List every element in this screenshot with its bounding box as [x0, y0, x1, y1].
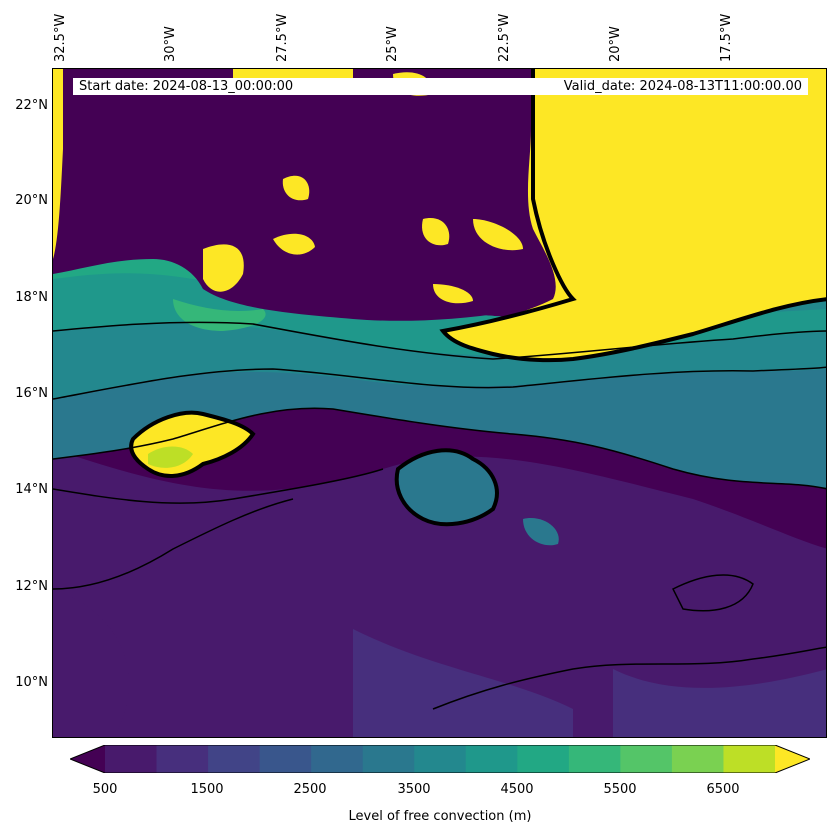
lon-label-25w: 25°W [385, 26, 400, 62]
colorbar [70, 745, 810, 773]
field-7000-plus-g [282, 175, 310, 201]
colorbar-bin-6500-7000 [723, 745, 776, 773]
date-info-box: Start date: 2024-08-13_00:00:00 Valid_da… [73, 78, 808, 95]
contour-3000 [53, 407, 826, 490]
contour-4000 [53, 321, 826, 360]
thick-contours [129, 69, 826, 527]
lon-label-22-5w: 22.5°W [497, 13, 512, 62]
valid-date-text: Valid_date: 2024-08-13T11:00:00.00 [563, 79, 802, 94]
colorbar-bin-5000-5500 [568, 745, 621, 773]
lat-label-22n: 22°N [15, 98, 48, 113]
colorbar-bin-5500-6000 [620, 745, 673, 773]
colorbar-tick-5500: 5500 [603, 782, 637, 797]
contour-3000-patch [394, 448, 499, 527]
colorbar-tick-6500: 6500 [706, 782, 740, 797]
field-north-low [53, 69, 826, 321]
start-date-text: Start date: 2024-08-13_00:00:00 [79, 79, 294, 94]
lat-label-10n: 10°N [15, 675, 48, 690]
contour-lines [53, 321, 826, 710]
lon-label-30w: 30°W [163, 26, 178, 62]
field-7000-plus-w [53, 69, 63, 259]
colorbar-tick-500: 500 [92, 782, 118, 797]
colorbar-bin-1000-1500 [156, 745, 209, 773]
colorbar-label: Level of free convection (m) [348, 809, 532, 824]
field-1000-1500 [53, 449, 826, 737]
lat-label-16n: 16°N [15, 386, 48, 401]
lon-label-32-5w: 32.5°W [53, 13, 68, 62]
colorbar-tick-2500: 2500 [293, 782, 327, 797]
map-plot-area: Start date: 2024-08-13_00:00:00 Valid_da… [52, 68, 827, 738]
field-1500-2000-b [613, 669, 826, 737]
lon-label-17-5w: 17.5°W [719, 13, 734, 62]
lon-label-20w: 20°W [608, 26, 623, 62]
lon-label-27-5w: 27.5°W [275, 13, 290, 62]
lat-label-18n: 18°N [15, 290, 48, 305]
contour-3000-north [53, 366, 826, 400]
contour-7000-sw [129, 410, 256, 478]
contour-2000 [53, 468, 384, 504]
colorbar-bin-4500-5000 [517, 745, 570, 773]
colorbar-bin-4000-4500 [465, 745, 518, 773]
lat-label-12n: 12°N [15, 579, 48, 594]
field-7000-plus-d [422, 218, 450, 246]
field-7000-plus-a [203, 244, 244, 292]
contour-7000 [439, 69, 826, 363]
field-7000-plus-c [273, 233, 315, 255]
colorbar-tick-4500: 4500 [500, 782, 534, 797]
contour-1000-east [671, 574, 754, 612]
lat-label-20n: 20°N [15, 193, 48, 208]
field-3000-patch [396, 450, 497, 525]
colorbar-bin-3500-4000 [414, 745, 467, 773]
colorbar-bin-3000-3500 [362, 745, 415, 773]
colorbar-bin-2500-3000 [311, 745, 364, 773]
lat-label-14n: 14°N [15, 482, 48, 497]
field-7000-plus-e [473, 219, 523, 251]
field-1500-2000 [353, 629, 573, 737]
contour-1000-south [432, 646, 826, 710]
field-7000-plus-ne [443, 69, 826, 360]
colorbar-extend-min [70, 745, 105, 773]
contour-1000-west [53, 498, 294, 590]
colorbar-bin-500-1000 [105, 745, 158, 773]
colorbar-extend-max [775, 745, 810, 773]
field-low-west [53, 589, 130, 737]
colorbar-bin-6000-6500 [671, 745, 724, 773]
field-3000-patch-b [523, 518, 559, 546]
colorbar-tick-1500: 1500 [190, 782, 224, 797]
field-6500-7000 [148, 446, 193, 468]
field-7000-plus-f [433, 284, 473, 304]
colorbar-tick-3500: 3500 [397, 782, 431, 797]
colorbar-bin-2000-2500 [259, 745, 312, 773]
colorbar-bin-1500-2000 [208, 745, 261, 773]
field-contours [53, 69, 826, 737]
